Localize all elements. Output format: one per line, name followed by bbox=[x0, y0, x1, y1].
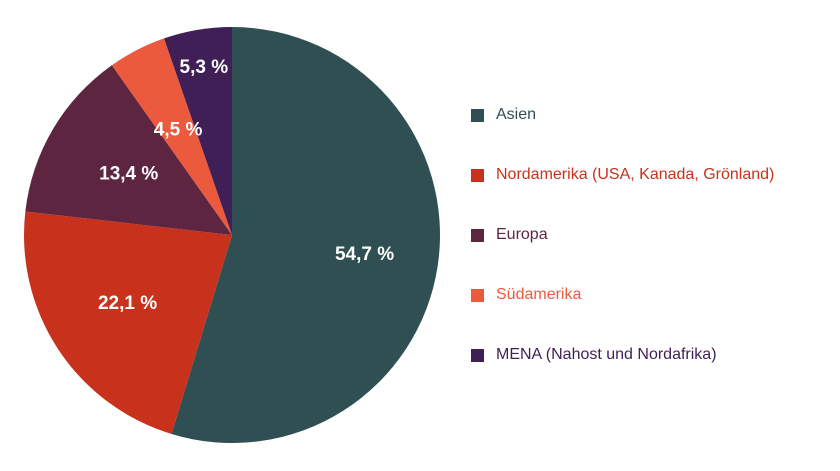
legend-swatch bbox=[471, 168, 484, 182]
pie-slice bbox=[171, 27, 441, 443]
legend-label: Europa bbox=[496, 226, 548, 243]
legend-item-suedamerika: Südamerika bbox=[471, 280, 774, 310]
legend-swatch bbox=[471, 108, 484, 122]
pie-slice bbox=[25, 65, 233, 235]
legend-swatch bbox=[471, 348, 484, 362]
slice-data-label: 54,7 % bbox=[335, 244, 394, 265]
legend-swatch bbox=[471, 228, 484, 242]
slice-data-label: 13,4 % bbox=[99, 163, 158, 184]
slice-data-label: 5,3 % bbox=[180, 57, 229, 78]
legend-label: Nordamerika (USA, Kanada, Grönland) bbox=[496, 166, 775, 183]
slice-data-label: 4,5 % bbox=[154, 120, 203, 141]
pie-slice bbox=[24, 211, 232, 434]
pie-slices bbox=[24, 27, 441, 443]
legend-item-mena: MENA (Nahost und Nordafrika) bbox=[471, 340, 774, 370]
pie-slice bbox=[111, 38, 232, 235]
legend-label: MENA (Nahost und Nordafrika) bbox=[496, 346, 717, 363]
legend-item-nordamerika: Nordamerika (USA, Kanada, Grönland) bbox=[471, 160, 774, 190]
legend-label: Südamerika bbox=[496, 286, 582, 303]
pie-slice bbox=[164, 27, 232, 235]
legend-item-europa: Europa bbox=[471, 220, 774, 250]
pie-slice-labels: 54,7 % 22,1 % 13,4 % 4,5 % 5,3 % bbox=[98, 57, 394, 314]
slice-data-label: 22,1 % bbox=[98, 293, 157, 314]
legend-item-asien: Asien bbox=[471, 100, 774, 130]
legend-label: Asien bbox=[496, 106, 537, 123]
chart-legend: Asien Nordamerika (USA, Kanada, Grönland… bbox=[471, 100, 774, 400]
legend-swatch bbox=[471, 288, 484, 302]
